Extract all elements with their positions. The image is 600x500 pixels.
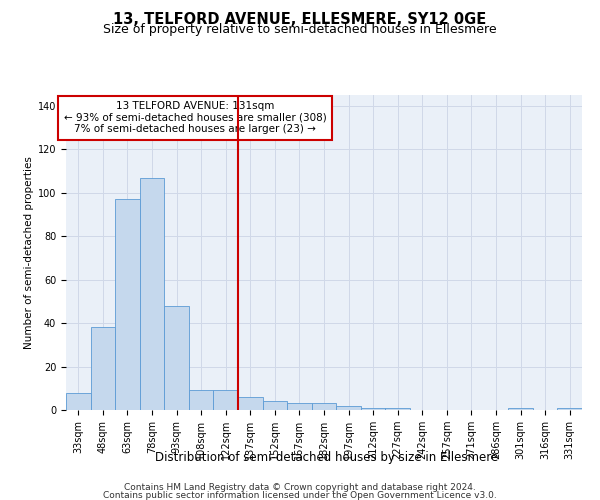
Bar — [189, 390, 214, 410]
Text: Distribution of semi-detached houses by size in Ellesmere: Distribution of semi-detached houses by … — [155, 451, 499, 464]
Bar — [238, 397, 263, 410]
Text: Contains public sector information licensed under the Open Government Licence v3: Contains public sector information licen… — [103, 490, 497, 500]
Bar — [115, 200, 140, 410]
Bar — [385, 408, 410, 410]
Text: Size of property relative to semi-detached houses in Ellesmere: Size of property relative to semi-detach… — [103, 22, 497, 36]
Text: 13 TELFORD AVENUE: 131sqm
← 93% of semi-detached houses are smaller (308)
7% of : 13 TELFORD AVENUE: 131sqm ← 93% of semi-… — [64, 102, 326, 134]
Bar — [214, 390, 238, 410]
Bar — [140, 178, 164, 410]
Text: 13, TELFORD AVENUE, ELLESMERE, SY12 0GE: 13, TELFORD AVENUE, ELLESMERE, SY12 0GE — [113, 12, 487, 28]
Bar — [557, 408, 582, 410]
Bar — [312, 404, 336, 410]
Bar — [287, 404, 312, 410]
Text: Contains HM Land Registry data © Crown copyright and database right 2024.: Contains HM Land Registry data © Crown c… — [124, 483, 476, 492]
Y-axis label: Number of semi-detached properties: Number of semi-detached properties — [23, 156, 34, 349]
Bar — [263, 402, 287, 410]
Bar — [508, 408, 533, 410]
Bar — [336, 406, 361, 410]
Bar — [164, 306, 189, 410]
Bar — [361, 408, 385, 410]
Bar — [91, 328, 115, 410]
Bar — [66, 392, 91, 410]
